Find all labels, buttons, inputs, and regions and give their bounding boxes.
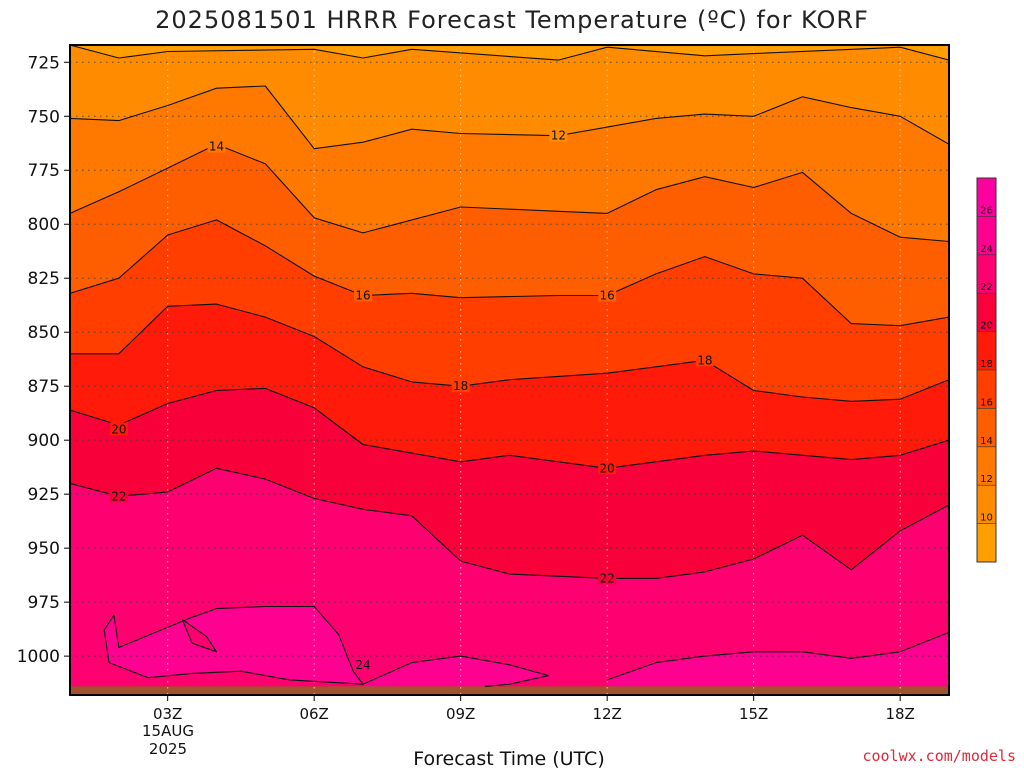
date-label-day: 15AUG: [142, 722, 194, 740]
isotherm-label-bg: [549, 128, 568, 142]
plot-frame: [69, 44, 950, 696]
isotherm-label-bg: [451, 379, 470, 393]
colorbar-band: [977, 216, 996, 255]
x-axis-title: Forecast Time (UTC): [413, 748, 604, 768]
y-tick-label: 800: [28, 215, 60, 235]
isotherm-label-bg: [598, 461, 617, 475]
isotherm-labels: 14 12 16 16 18 18 20 20 22 22 24: [109, 128, 714, 672]
colorbar-tick-label: 24: [980, 244, 993, 255]
isotherm-16: [70, 219, 949, 327]
grid-lines: [70, 45, 949, 695]
isotherm-label-bg: [207, 139, 226, 153]
colorbar-tick-label: 22: [980, 282, 993, 293]
isotherm-12: [70, 85, 949, 150]
colorbar-band: [977, 331, 996, 370]
colorbar: 10 12 14 16 18 20 22 24 26: [976, 177, 997, 563]
isotherm-label: 18: [697, 353, 712, 367]
colorbar-tick-label: 20: [980, 321, 993, 332]
x-tick-label: 15Z: [739, 705, 768, 723]
colorbar-band: [977, 408, 996, 447]
colorbar-band: [977, 523, 996, 562]
ground-layer: [70, 686, 949, 695]
y-tick-label: 975: [28, 593, 60, 613]
isotherm-label-bg: [109, 489, 128, 503]
colorbar-band: [977, 485, 996, 524]
colorbar-band: [977, 254, 996, 294]
y-tick-label: 775: [28, 161, 60, 181]
isotherm-14: [70, 143, 949, 243]
isotherm-18: [70, 303, 949, 402]
chart-title: 2025081501 HRRR Forecast Temperature (ºC…: [155, 6, 869, 34]
band-24-26-right: [607, 632, 949, 689]
isotherm-24: [607, 631, 949, 681]
x-tick-label: 06Z: [299, 705, 328, 723]
isotherm-label: 14: [209, 139, 224, 153]
y-axis: 725 750 775 800 825 850 875 900 925 950 975 1000: [17, 53, 70, 667]
y-tick-label: 750: [28, 107, 60, 127]
isotherm-label-bg: [109, 422, 128, 436]
isotherm-label: 22: [600, 571, 615, 585]
isotherm-lines: [70, 45, 949, 687]
x-axis: 03Z 06Z 09Z 12Z 15Z 18Z: [153, 695, 915, 723]
y-tick-label: 825: [28, 269, 60, 289]
isotherm-20: [70, 387, 949, 469]
isotherm-label: 22: [111, 489, 126, 503]
isotherm-24: [181, 618, 218, 653]
colorbar-band: [977, 370, 996, 409]
isotherm-24: [362, 655, 550, 687]
colorbar-band: [977, 446, 996, 486]
isotherm-label: 20: [600, 461, 615, 475]
isotherm-24: [103, 614, 364, 685]
isotherm-label-bg: [354, 657, 372, 671]
isotherm-24: [113, 605, 364, 685]
isotherm-label-bg: [354, 288, 372, 302]
temperature-fill-bands: [70, 45, 949, 695]
x-tick-label: 12Z: [592, 705, 621, 723]
isotherm-10: [70, 45, 949, 61]
band-22-24-pocket: [182, 619, 217, 652]
y-tick-label: 725: [28, 53, 60, 73]
isotherm-label-bg: [695, 353, 714, 367]
isotherm-22: [70, 467, 949, 579]
isotherm-label-bg: [598, 288, 617, 302]
x-tick-label: 18Z: [885, 705, 914, 723]
isotherm-label: 16: [600, 288, 615, 302]
colorbar-band: [977, 178, 996, 217]
isotherm-label: 18: [453, 379, 468, 393]
isotherm-label: 16: [355, 288, 370, 302]
y-tick-label: 850: [28, 323, 60, 343]
y-tick-label: 875: [28, 377, 60, 397]
colorbar-band: [977, 293, 996, 332]
colorbar-tick-label: 18: [980, 359, 993, 370]
isotherm-label: 24: [355, 658, 370, 672]
y-tick-label: 1000: [17, 647, 60, 667]
isotherm-label: 20: [111, 422, 126, 436]
colorbar-tick-label: 10: [980, 513, 993, 524]
colorbar-tick-label: 26: [980, 205, 993, 216]
colorbar-tick-label: 16: [980, 397, 993, 408]
x-tick-label: 03Z: [153, 705, 182, 723]
isotherm-label-bg: [598, 571, 617, 585]
isotherm-label: 12: [551, 129, 566, 143]
y-tick-label: 900: [28, 431, 60, 451]
band-24-26-left: [104, 606, 363, 685]
date-label-year: 2025: [149, 740, 187, 758]
credit-text: coolwx.com/models: [862, 747, 1016, 765]
x-tick-label: 09Z: [446, 705, 475, 723]
colorbar-tick-label: 14: [980, 436, 993, 447]
y-tick-label: 925: [28, 485, 60, 505]
colorbar-tick-label: 12: [980, 474, 993, 485]
ground-fill: [70, 686, 949, 695]
y-tick-label: 950: [28, 539, 60, 559]
